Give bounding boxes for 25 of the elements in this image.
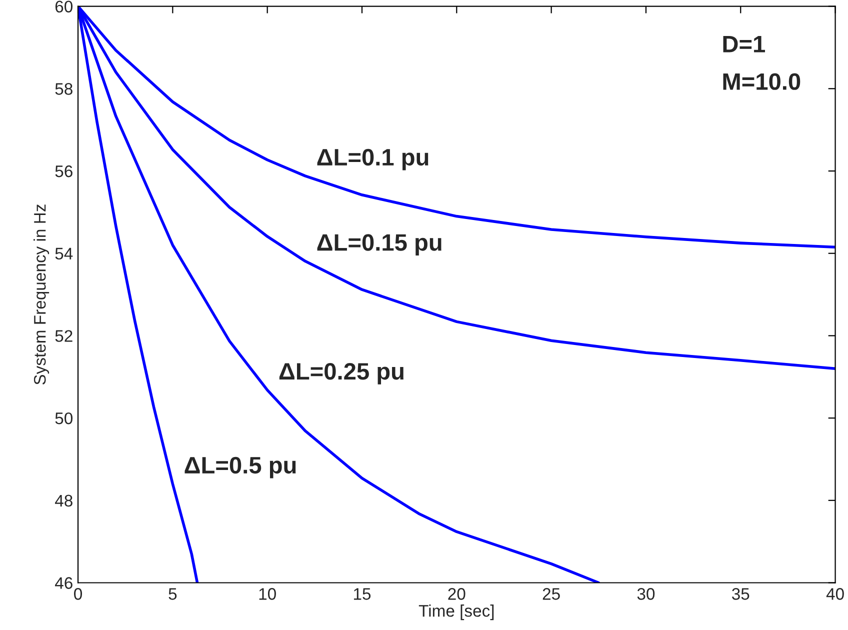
annotation: ΔL=0.5 pu [184,456,296,478]
annotation: M=10.0 [723,73,800,90]
y-tick-label: 52 [55,330,72,342]
x-axis-title: Time [sec] [418,604,494,620]
x-tick-label: 10 [259,588,276,600]
y-tick-label: 58 [55,83,72,95]
annotation: D=1 [723,36,766,52]
x-tick-label: 25 [542,588,560,600]
x-tick-label: 5 [168,588,177,600]
y-axis-title: System Frequency in Hz [34,204,50,385]
x-tick-label: 30 [637,588,655,600]
annotation: ΔL=0.15 pu [317,234,442,256]
y-tick-label: 48 [55,494,72,507]
annotation: ΔL=0.25 pu [279,363,404,384]
x-tick-label: 40 [826,588,844,600]
x-tick-label: 15 [354,588,371,600]
x-tick-label: 0 [74,588,82,600]
x-tick-label: 35 [732,588,750,600]
y-tick-label: 56 [55,165,72,178]
y-tick-label: 50 [55,412,73,424]
x-tick-label: 20 [448,588,466,600]
y-tick-label: 54 [55,248,73,260]
y-tick-label: 60 [55,0,73,13]
annotation: ΔL=0.1 pu [317,148,428,170]
y-tick-label: 46 [55,577,72,589]
